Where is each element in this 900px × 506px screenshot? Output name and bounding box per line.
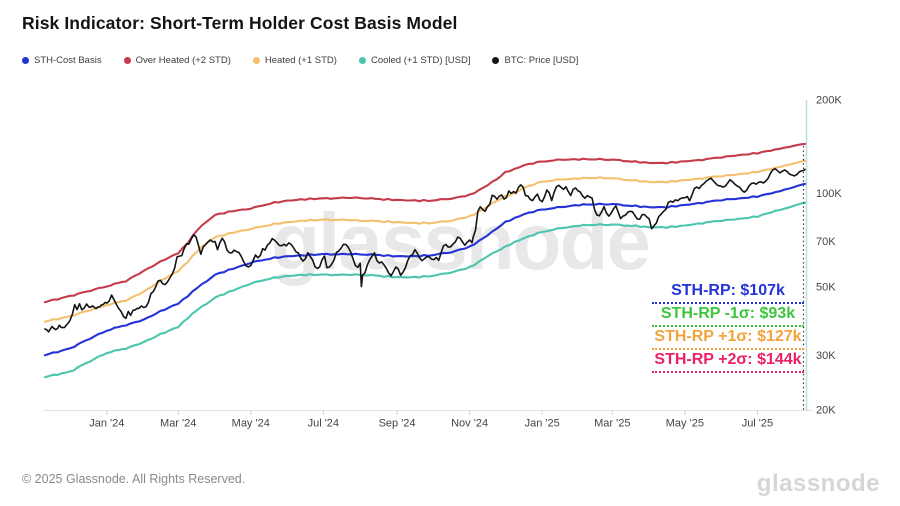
annotation-sth-rp: STH-RP: $107k [652,281,804,304]
x-tick-label: May '25 [666,418,704,430]
legend-item-over-heated[interactable]: Over Heated (+2 STD) [123,55,231,66]
x-tick-label: Jul '25 [742,418,773,430]
x-tick-label: Sep '24 [379,418,416,430]
series-cooled-line [43,201,807,379]
x-tick-label: May '24 [232,418,270,430]
x-tick-label: Mar '25 [594,418,630,430]
chart-legend: STH-Cost Basis Over Heated (+2 STD) Heat… [22,55,578,66]
series-btc-price-line [44,168,806,333]
legend-item-sth-cost-basis[interactable]: STH-Cost Basis [22,55,102,66]
y-tick-label: 70K [816,236,836,248]
annotation-sth-rp-plus-1sigma: STH-RP +1σ: $127k [652,327,804,350]
x-tick-label: Nov '24 [451,418,488,430]
glassnode-watermark: glassnode [271,197,651,286]
legend-dot-icon [492,57,500,64]
series-heated-line [43,159,807,323]
x-tick-label: Mar '24 [160,418,196,430]
annotation-sth-rp-plus-2sigma: STH-RP +2σ: $144k [652,350,804,373]
y-tick-label: 100K [816,188,842,200]
copyright-text: © 2025 Glassnode. All Rights Reserved. [22,472,246,486]
annotation-sth-rp-minus-1sigma: STH-RP -1σ: $93k [652,304,804,327]
series-over-heated-line [43,142,807,304]
y-tick-label: 200K [816,95,842,107]
legend-dot-icon [22,57,29,64]
glassnode-logo: glassnode [756,470,880,497]
legend-item-label: STH-Cost Basis [34,55,102,66]
legend-item-label: BTC: Price [USD] [504,55,579,66]
legend-item-heated[interactable]: Heated (+1 STD) [252,55,337,66]
x-tick-label: Jan '24 [89,418,124,430]
legend-item-label: Heated (+1 STD) [264,55,337,66]
y-tick-label: 50K [816,281,836,293]
x-tick-label: Jan '25 [525,418,560,430]
page-title: Risk Indicator: Short-Term Holder Cost B… [22,13,458,33]
legend-dot-icon [358,57,366,64]
x-tick-label: Jul '24 [308,418,339,430]
y-tick-label: 20K [816,405,836,417]
series-sth-cost-basis-line [43,182,807,357]
legend-item-label: Over Heated (+2 STD) [135,55,231,66]
legend-item-btc-price[interactable]: BTC: Price [USD] [492,55,578,66]
y-tick-label: 30K [816,350,836,362]
legend-item-label: Cooled (+1 STD) [USD] [370,55,471,66]
legend-dot-icon [123,57,131,64]
legend-item-cooled[interactable]: Cooled (+1 STD) [USD] [358,55,471,66]
legend-dot-icon [252,57,260,64]
